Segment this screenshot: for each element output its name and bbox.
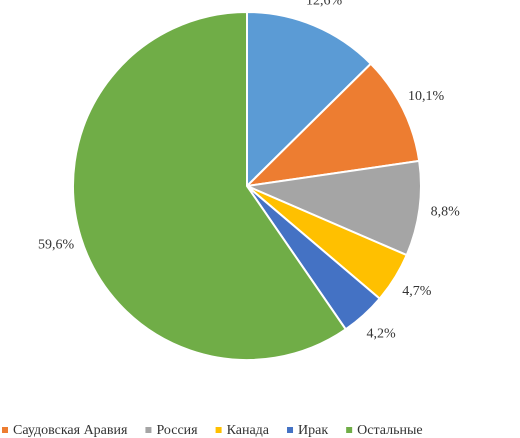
legend-label: Россия <box>156 423 198 438</box>
data-label: 8,8% <box>431 205 461 220</box>
data-label: 4,2% <box>367 327 397 342</box>
legend-marker <box>346 427 353 433</box>
legend-label: Остальные <box>357 423 422 438</box>
data-label: 10,1% <box>408 89 445 104</box>
pie-slice <box>72 10 348 361</box>
pie-slice <box>244 62 421 188</box>
legend-marker <box>215 427 222 433</box>
legend-label: Саудовская Аравия <box>13 423 128 438</box>
pie-slice <box>243 159 422 257</box>
pie-slice <box>246 10 373 189</box>
legend-marker <box>2 427 8 433</box>
data-label: 4,7% <box>402 284 432 299</box>
legend-label: Ирак <box>298 423 328 438</box>
legend-marker <box>145 427 152 433</box>
data-label: 12,6% <box>306 0 343 9</box>
data-label: 59,6% <box>38 238 75 253</box>
legend-label: Канада <box>227 423 270 438</box>
legend-marker <box>287 427 294 433</box>
